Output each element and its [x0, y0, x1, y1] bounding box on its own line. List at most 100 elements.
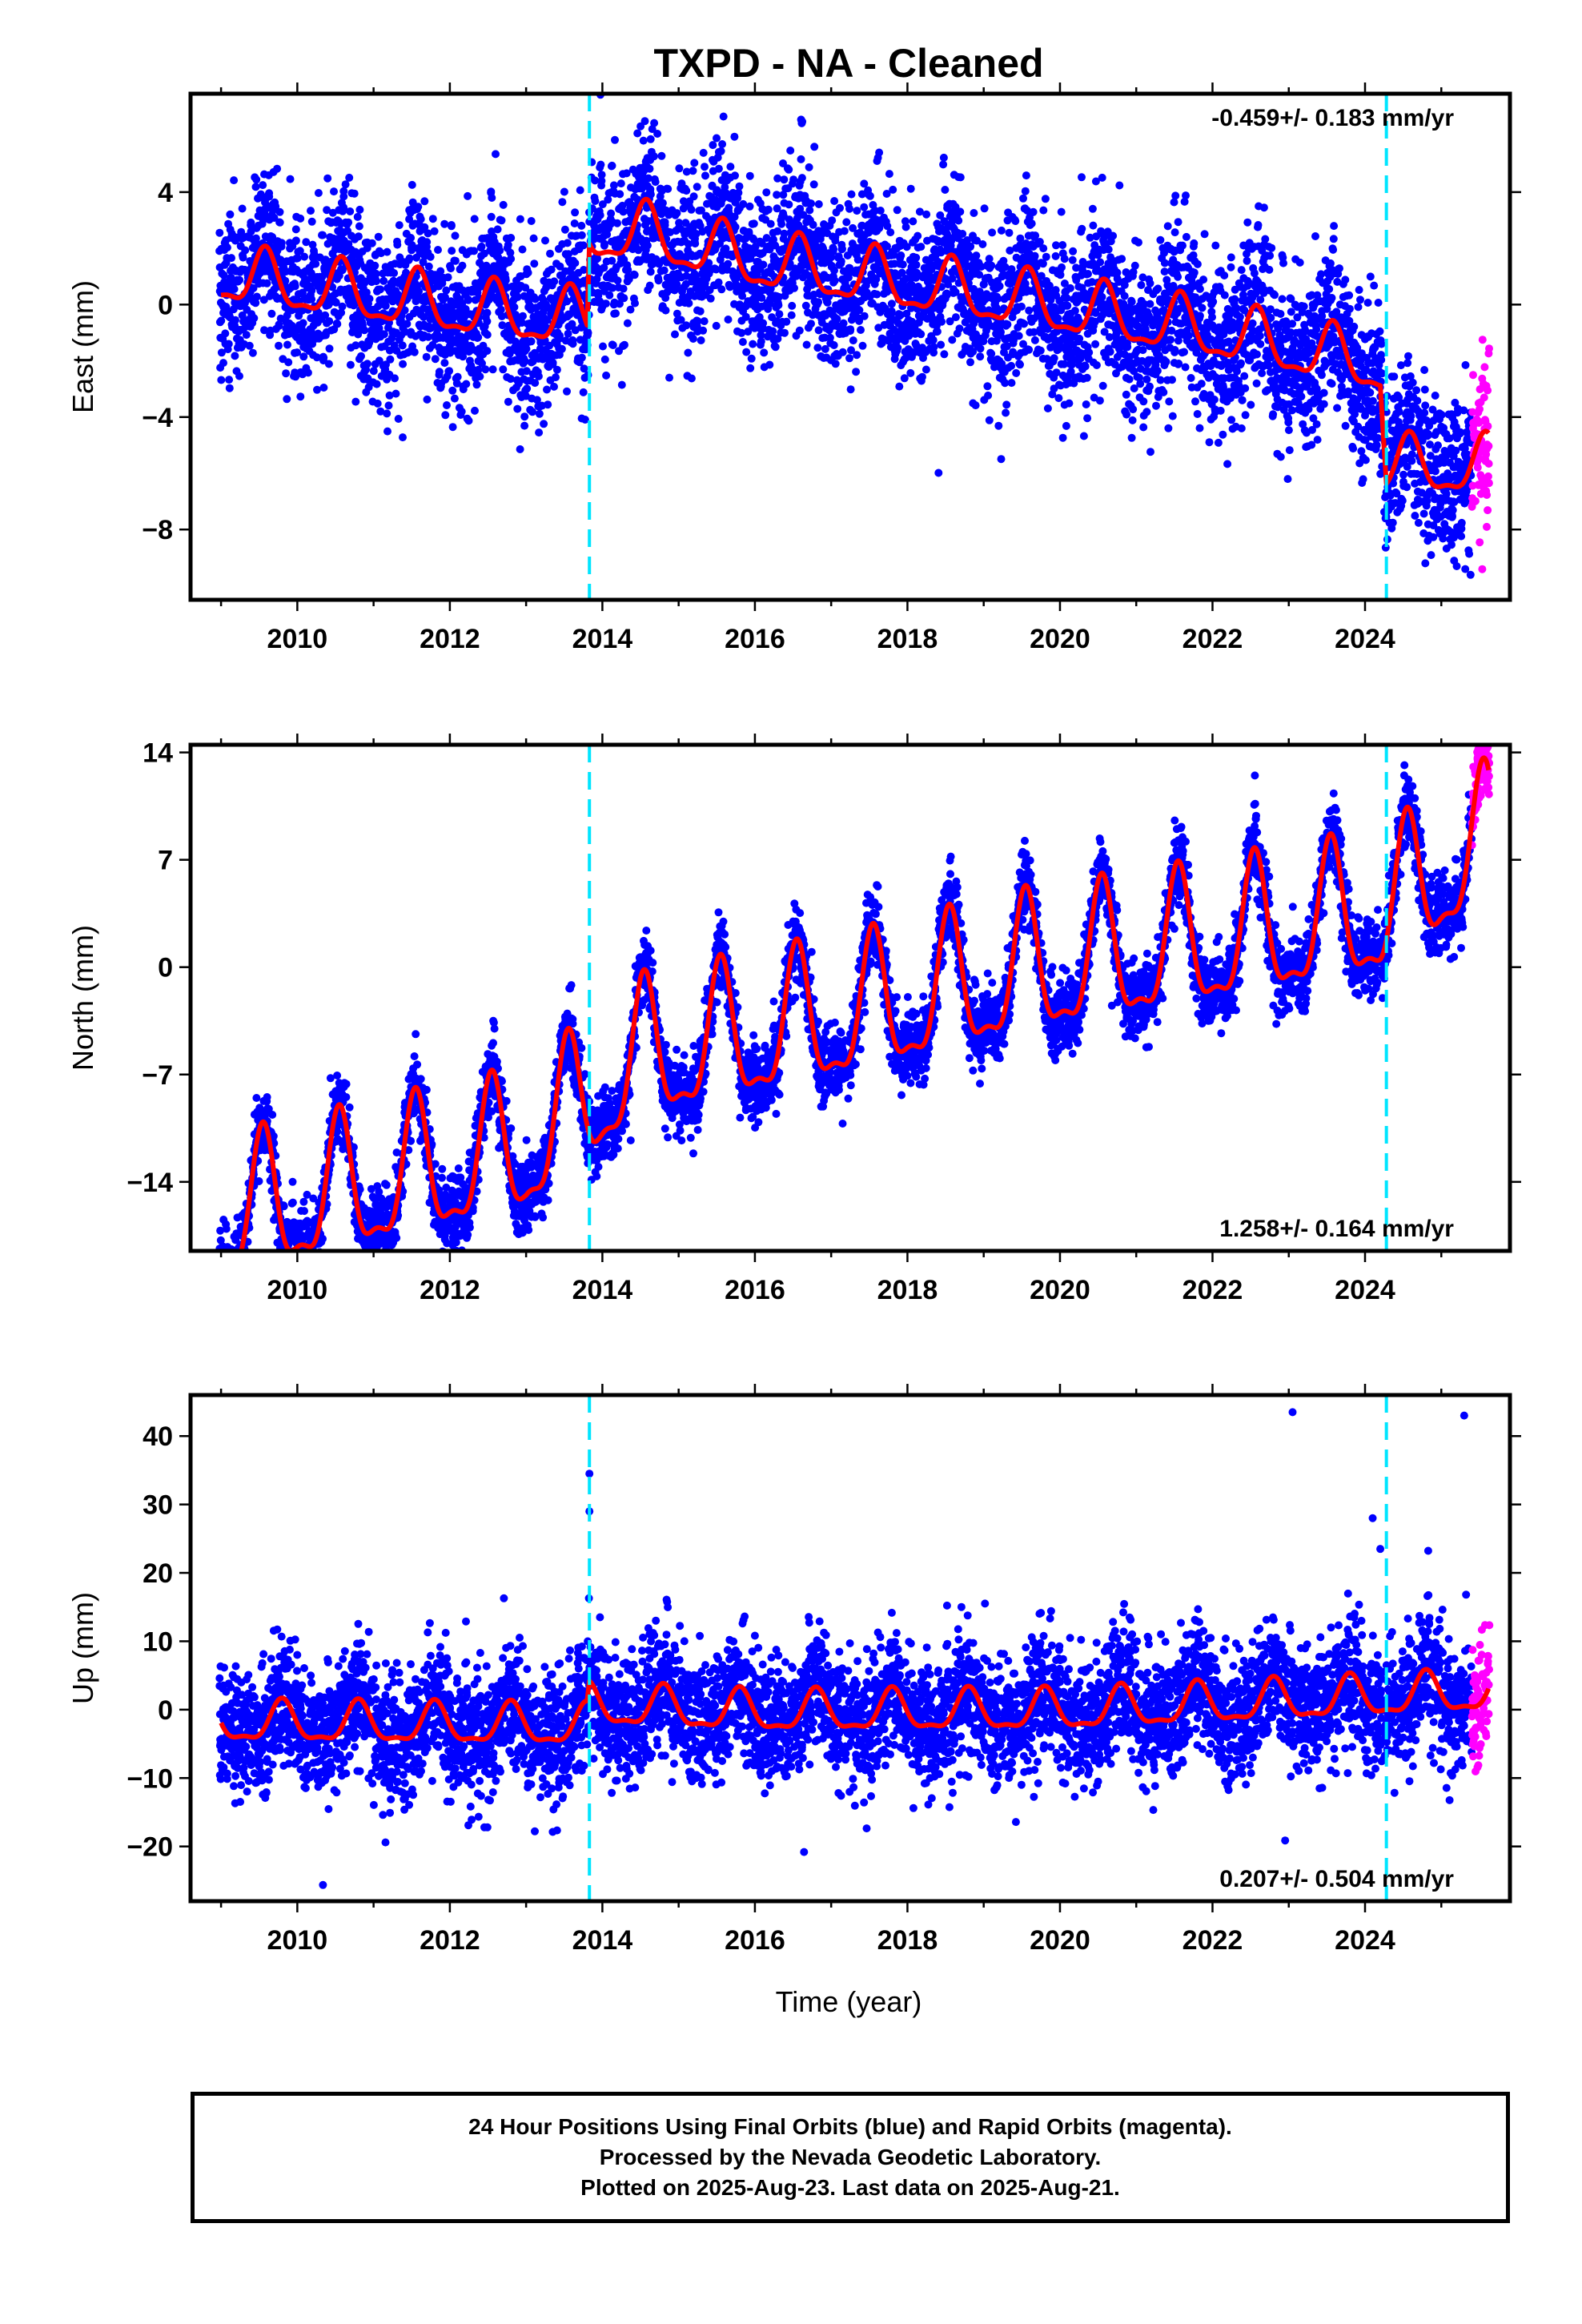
- final-orbit-point: [860, 312, 869, 320]
- final-orbit-point: [431, 355, 440, 364]
- final-orbit-point: [447, 222, 456, 231]
- final-orbit-point: [570, 219, 579, 227]
- final-orbit-point: [267, 309, 276, 318]
- final-orbit-point: [1062, 421, 1070, 430]
- final-orbit-point: [602, 371, 611, 380]
- final-orbit-point: [1058, 433, 1067, 442]
- final-orbit-point: [731, 223, 740, 231]
- final-orbit-point: [1231, 295, 1239, 304]
- final-orbit-point: [506, 248, 515, 257]
- final-orbit-point: [608, 283, 617, 292]
- final-orbit-point: [774, 301, 783, 309]
- final-orbit-point: [619, 284, 628, 293]
- final-orbit-point: [239, 253, 247, 262]
- final-orbit-point: [673, 209, 681, 218]
- final-orbit-point: [782, 317, 791, 326]
- final-orbit-point: [577, 231, 586, 239]
- final-orbit-point: [448, 386, 457, 395]
- final-orbit-point: [956, 173, 965, 182]
- final-orbit-point: [1129, 405, 1138, 414]
- final-orbit-point: [227, 254, 235, 263]
- final-orbit-point: [260, 326, 268, 335]
- final-orbit-point: [277, 239, 286, 247]
- final-orbit-point: [1255, 332, 1264, 340]
- final-orbit-point: [844, 273, 853, 282]
- final-orbit-point: [291, 225, 300, 234]
- final-orbit-point: [598, 200, 607, 209]
- final-orbit-point: [313, 385, 321, 394]
- final-orbit-point: [613, 219, 621, 227]
- final-orbit-point: [1190, 239, 1199, 247]
- final-orbit-point: [1164, 424, 1173, 432]
- final-orbit-point: [1241, 411, 1250, 420]
- final-orbit-point: [319, 384, 328, 392]
- final-orbit-point: [781, 328, 789, 337]
- final-orbit-point: [307, 207, 315, 215]
- final-orbit-point: [1029, 207, 1038, 216]
- final-orbit-point: [846, 385, 855, 394]
- final-orbit-point: [617, 380, 626, 389]
- final-orbit-point: [591, 197, 600, 205]
- final-orbit-point: [1050, 354, 1058, 363]
- final-orbit-point: [426, 252, 435, 261]
- final-orbit-point: [1146, 382, 1154, 391]
- final-orbit-point: [760, 348, 769, 357]
- final-orbit-point: [634, 58, 642, 66]
- final-orbit-point: [757, 293, 766, 302]
- final-orbit-point: [445, 367, 454, 376]
- final-orbit-point: [709, 141, 717, 150]
- final-orbit-point: [550, 277, 559, 286]
- final-orbit-point: [731, 171, 739, 180]
- final-orbit-point: [450, 394, 459, 403]
- final-orbit-point: [1247, 400, 1255, 409]
- final-orbit-point: [766, 219, 775, 228]
- final-orbit-point: [293, 348, 302, 357]
- final-orbit-point: [275, 207, 284, 216]
- final-orbit-point: [901, 217, 909, 226]
- final-orbit-point: [805, 206, 814, 215]
- final-orbit-point: [939, 160, 948, 169]
- final-orbit-point: [462, 380, 471, 388]
- final-orbit-point: [615, 300, 624, 308]
- final-orbit-point: [1240, 372, 1249, 380]
- final-orbit-point: [252, 175, 261, 184]
- final-orbit-point: [363, 243, 371, 252]
- final-orbit-point: [458, 261, 467, 270]
- final-orbit-point: [942, 291, 951, 300]
- final-orbit-point: [762, 188, 771, 197]
- final-orbit-point: [798, 117, 807, 126]
- final-orbit-point: [339, 203, 348, 212]
- final-orbit-point: [1027, 219, 1036, 228]
- final-orbit-point: [481, 365, 490, 374]
- final-orbit-point: [769, 327, 777, 336]
- final-orbit-point: [1012, 368, 1021, 377]
- final-orbit-point: [308, 240, 317, 249]
- final-orbit-point: [470, 215, 479, 223]
- final-orbit-point: [314, 308, 323, 317]
- final-orbit-point: [362, 288, 371, 297]
- final-orbit-point: [1195, 284, 1204, 293]
- final-orbit-point: [693, 183, 701, 191]
- final-orbit-point: [1152, 401, 1160, 410]
- final-orbit-point: [889, 185, 897, 194]
- final-orbit-point: [875, 148, 884, 157]
- final-orbit-point: [541, 236, 549, 245]
- final-orbit-point: [1054, 394, 1063, 403]
- final-orbit-point: [847, 346, 855, 355]
- final-orbit-point: [922, 210, 931, 219]
- final-orbit-point: [657, 151, 666, 160]
- final-orbit-point: [390, 269, 399, 277]
- final-orbit-point: [560, 187, 568, 196]
- final-orbit-point: [496, 246, 504, 255]
- final-orbit-point: [1238, 396, 1247, 404]
- final-orbit-point: [692, 271, 701, 280]
- final-orbit-point: [994, 421, 1003, 430]
- final-orbit-point: [790, 283, 798, 292]
- final-orbit-point: [577, 353, 586, 362]
- final-orbit-point: [620, 294, 628, 303]
- final-orbit-point: [386, 355, 395, 364]
- final-orbit-point: [1191, 397, 1199, 406]
- final-orbit-point: [821, 344, 829, 353]
- final-orbit-point: [1036, 346, 1045, 355]
- final-orbit-point: [1084, 270, 1092, 278]
